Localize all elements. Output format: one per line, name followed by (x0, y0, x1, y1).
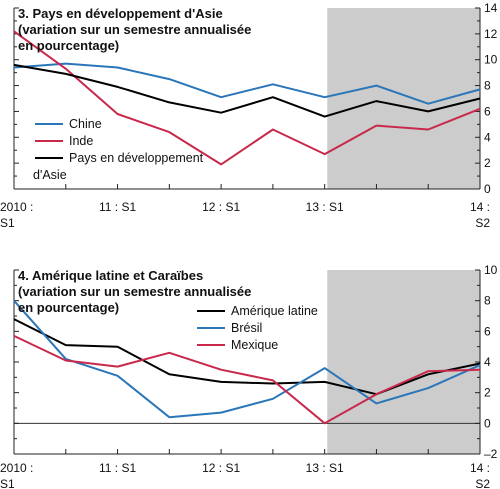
y-tick-label: 10 (484, 263, 498, 277)
projection-shading (327, 270, 480, 454)
y-tick-label: 6 (484, 104, 491, 118)
x-tick-label: 12 : S1 (202, 461, 240, 475)
chart-title-line: en pourcentage) (18, 38, 119, 53)
chart-title-line: 4. Amérique latine et Caraïbes (18, 268, 203, 283)
chart-panel-4: –2 0 2 4 6 8 10 2010 : S1 11 : S1 12 : S1 13 : S1 14… (0, 263, 498, 489)
x-tick-label: 13 : S1 (306, 200, 344, 214)
y-tick-label: 0 (484, 416, 491, 430)
series-line-chine (13, 62, 481, 105)
y-tick-label: –2 (484, 447, 498, 461)
y-tick-label: 0 (484, 182, 491, 196)
y-tick-label: 2 (484, 156, 491, 170)
x-tick-label: 13 : S1 (306, 461, 344, 475)
x-tick-label: 12 : S1 (202, 200, 240, 214)
x-tick-label: 11 : S1 (99, 461, 136, 475)
x-tick-label: 14 : (470, 200, 490, 214)
projection-shading (327, 8, 480, 189)
y-tick-label: 8 (484, 79, 491, 93)
y-tick-label: 14 (484, 1, 498, 15)
x-tick-label: S2 (475, 216, 490, 230)
legend-label: d'Asie (33, 168, 67, 182)
chart-title-line: (variation sur un semestre annualisée (18, 284, 251, 299)
legend-label: Amérique latine (231, 304, 318, 318)
x-tick-label: S2 (475, 477, 490, 489)
chart-title-line: (variation sur un semestre annualisée (18, 22, 251, 37)
x-tick-label: S1 (0, 477, 15, 489)
x-tick-label: 14 : (470, 461, 490, 475)
legend-label: Mexique (231, 338, 278, 352)
series-line-am-rique-latine (13, 318, 481, 396)
legend-label: Brésil (231, 321, 262, 335)
chart-panel-3: 0 2 4 6 8 10 12 14 2010 : S1 11 : S1 12 : S1 13 : S1… (0, 1, 498, 230)
chart-title-line: en pourcentage) (18, 300, 119, 315)
x-tick-label: 11 : S1 (99, 200, 136, 214)
x-tick-label: 2010 : (0, 200, 33, 214)
y-tick-label: 4 (484, 355, 491, 369)
y-tick-label: 2 (484, 386, 491, 400)
series-line-inde (13, 30, 481, 166)
legend-label: Inde (69, 134, 93, 148)
legend-label: Chine (69, 117, 102, 131)
x-tick-label: S1 (0, 216, 15, 230)
y-tick-label: 4 (484, 130, 491, 144)
series-line-pays-en-d-veloppement (13, 63, 481, 118)
y-tick-label: 12 (484, 27, 498, 41)
legend-label: Pays en développement (69, 151, 204, 165)
y-tick-label: 6 (484, 324, 491, 338)
chart-title-line: 3. Pays en développement d'Asie (18, 6, 223, 21)
y-tick-label: 10 (484, 53, 498, 67)
y-tick-label: 8 (484, 294, 491, 308)
x-tick-label: 2010 : (0, 461, 33, 475)
series-line-mexique (13, 334, 481, 425)
series-line-br-sil (13, 300, 481, 419)
